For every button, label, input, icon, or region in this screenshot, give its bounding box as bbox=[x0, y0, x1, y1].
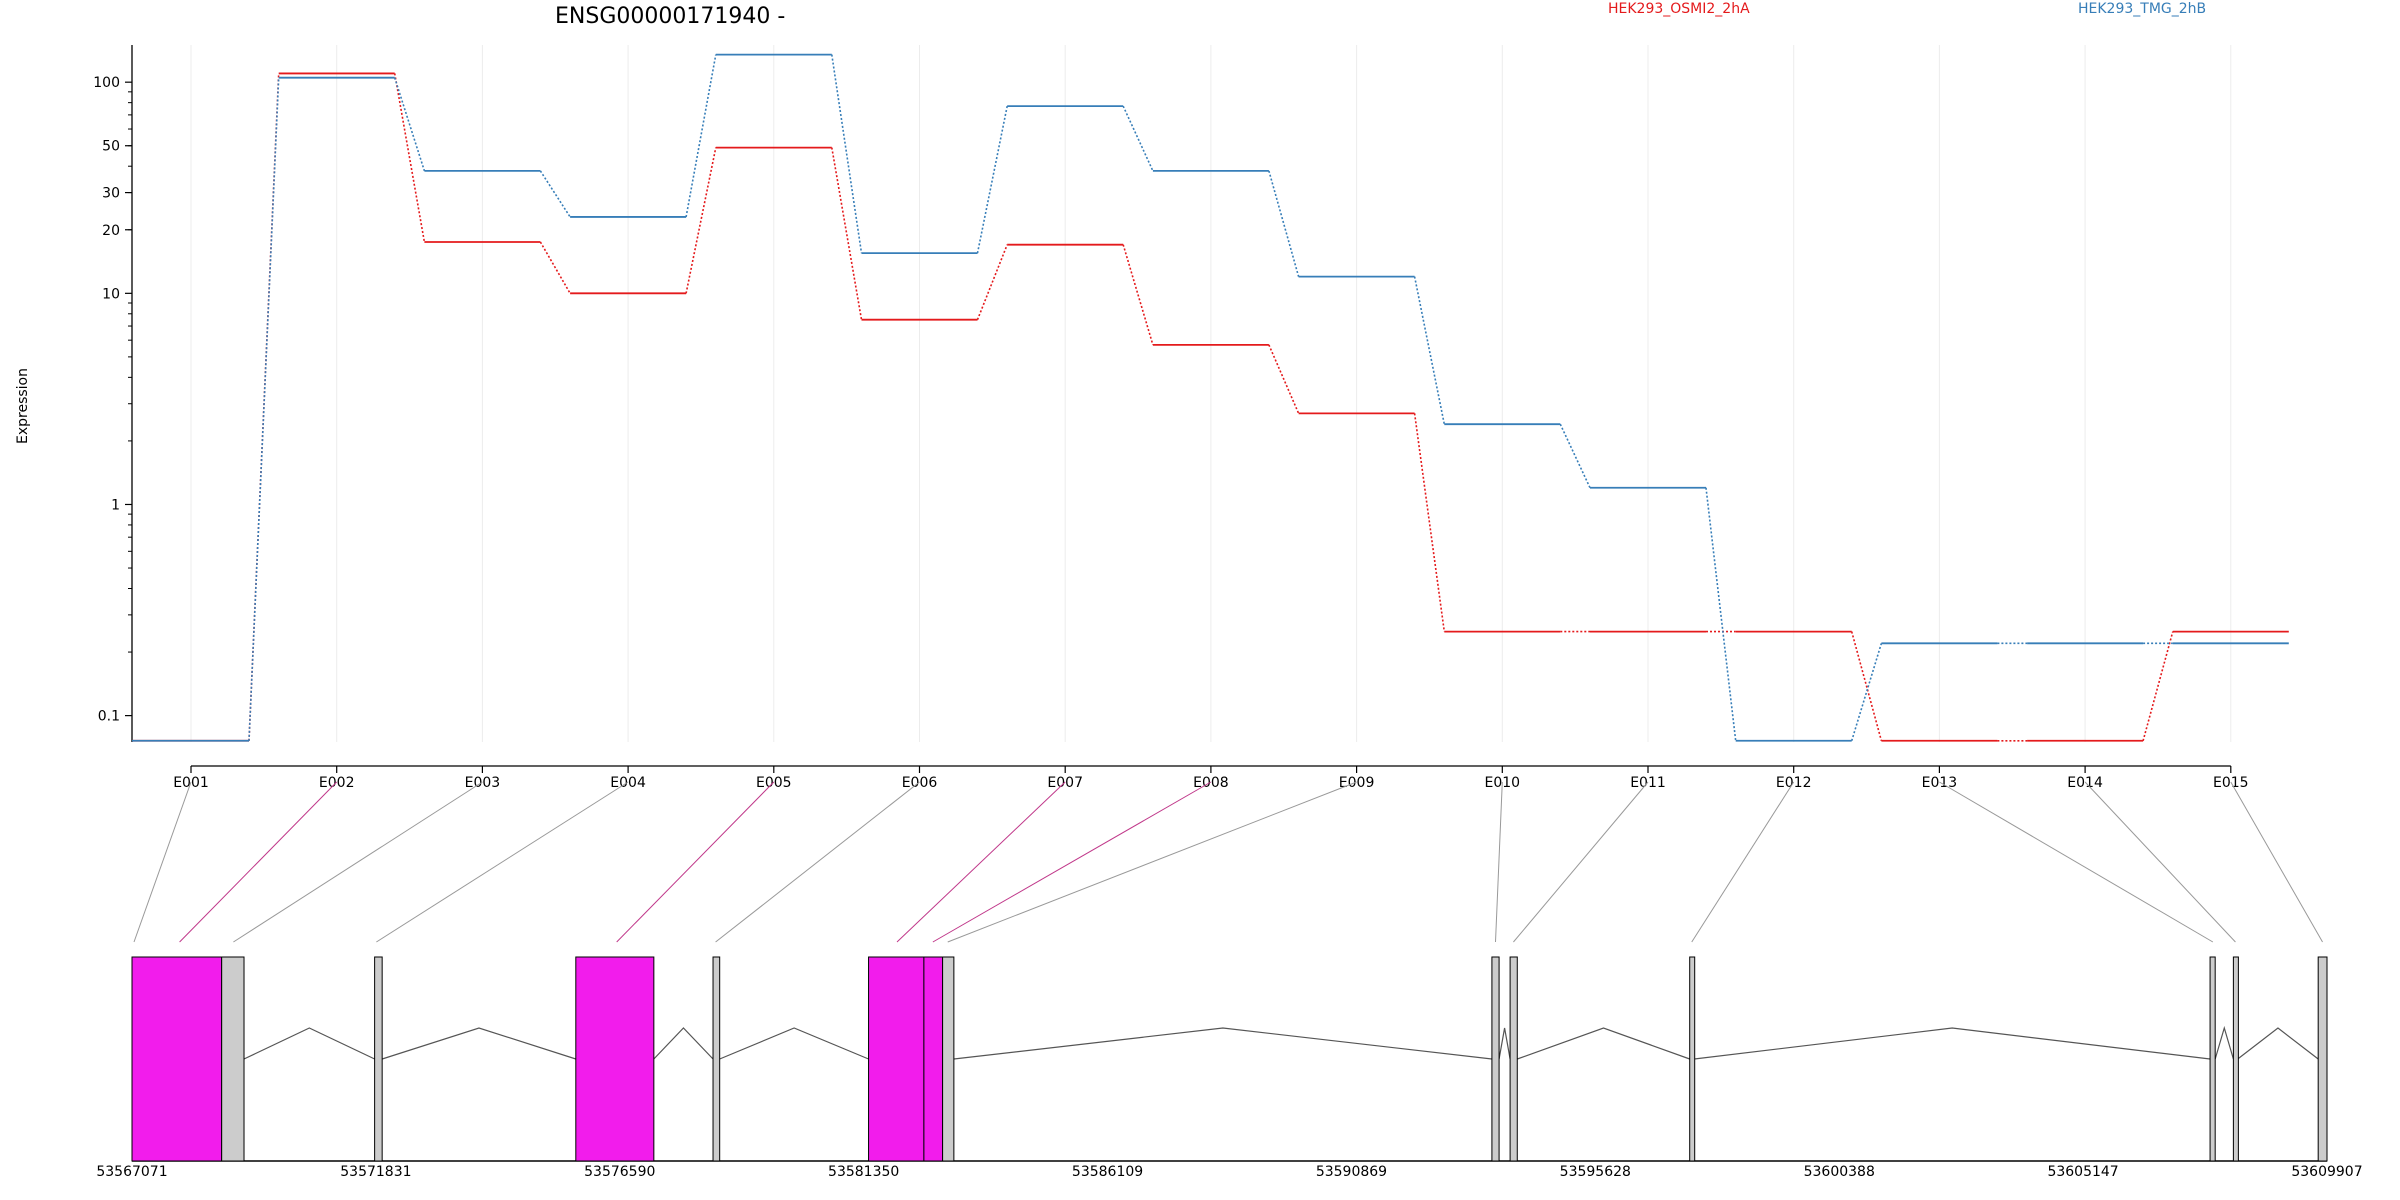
legend-entry-osmi: HEK293_OSMI2_2hA bbox=[1608, 1, 1750, 17]
connector-e011 bbox=[1513, 781, 1649, 943]
intron-3 bbox=[653, 1027, 714, 1060]
hek293-osmi2-2ha-transition-e006 bbox=[976, 244, 1008, 321]
hek293-tmg-2hb-transition-e007 bbox=[1122, 105, 1154, 172]
hek293-tmg-2hb-transition-e009 bbox=[1413, 276, 1446, 425]
coordinate-label-53571831: 53571831 bbox=[340, 1164, 411, 1180]
hek293-osmi2-2ha-transition-e014 bbox=[2142, 631, 2174, 741]
hek293-osmi2-2ha-transition-e008 bbox=[1268, 344, 1300, 414]
x-tick-label-e012: E012 bbox=[1776, 775, 1812, 791]
connector-e014 bbox=[2084, 781, 2236, 943]
gene-exon-7 bbox=[923, 956, 944, 1162]
hek293-tmg-2hb-transition-e006 bbox=[976, 105, 1008, 254]
coordinate-label-53609907: 53609907 bbox=[2291, 1164, 2362, 1180]
gene-exon-13 bbox=[2232, 956, 2239, 1162]
intron-9 bbox=[2214, 1025, 2234, 1060]
connector-e007 bbox=[896, 781, 1066, 943]
legend-entry-tmg: HEK293_TMG_2hB bbox=[2078, 1, 2206, 17]
x-tick-label-e007: E007 bbox=[1047, 775, 1083, 791]
x-tick-label-e005: E005 bbox=[756, 775, 792, 791]
coordinate-label-53567071: 53567071 bbox=[96, 1164, 167, 1180]
hek293-osmi2-2ha-transition-e005 bbox=[831, 147, 863, 320]
connector-e001 bbox=[133, 781, 192, 943]
connector-e003 bbox=[233, 781, 483, 943]
coordinate-label-53590869: 53590869 bbox=[1316, 1164, 1387, 1180]
hek293-tmg-2hb-transition-e002 bbox=[393, 77, 426, 172]
x-tick-label-e011: E011 bbox=[1630, 775, 1666, 791]
gene-exon-5 bbox=[712, 956, 721, 1162]
coordinate-label-53586109: 53586109 bbox=[1072, 1164, 1143, 1180]
hek293-tmg-2hb-transition-e005 bbox=[831, 54, 863, 254]
coordinate-label-53605147: 53605147 bbox=[2047, 1164, 2118, 1180]
intron-7 bbox=[1517, 1027, 1690, 1060]
hek293-osmi2-2ha-transition-e004 bbox=[685, 147, 717, 294]
hek293-osmi2-2ha-transition-e009 bbox=[1413, 413, 1446, 632]
gene-exon-1 bbox=[131, 956, 223, 1162]
y-tick-label-100: 100 bbox=[93, 75, 120, 91]
x-tick-label-e013: E013 bbox=[1922, 775, 1958, 791]
intron-4 bbox=[719, 1027, 869, 1060]
coordinate-label-53576590: 53576590 bbox=[584, 1164, 655, 1180]
x-tick-label-e014: E014 bbox=[2067, 775, 2103, 791]
intron-1 bbox=[243, 1027, 375, 1060]
hek293-tmg-2hb-transition-e012 bbox=[1850, 643, 1883, 742]
coordinate-label-53595628: 53595628 bbox=[1560, 1164, 1631, 1180]
hek293-osmi2-2ha-transition-e003 bbox=[539, 241, 571, 294]
connector-e008 bbox=[932, 781, 1212, 943]
y-tick-label-50: 50 bbox=[102, 139, 120, 155]
gene-exon-10 bbox=[1509, 956, 1518, 1162]
hek293-tmg-2hb-transition-e001 bbox=[248, 77, 280, 741]
y-tick-label-20: 20 bbox=[102, 223, 120, 239]
connector-e013 bbox=[1939, 781, 2214, 943]
connector-e005 bbox=[616, 781, 775, 943]
hek293-osmi2-2ha-transition-e012 bbox=[1850, 631, 1883, 741]
gene-exon-9 bbox=[1491, 956, 1500, 1162]
hek293-tmg-2hb-transition-e010 bbox=[1559, 423, 1591, 489]
intron-8 bbox=[1694, 1027, 2211, 1060]
intron-5 bbox=[953, 1027, 1492, 1060]
gene-exon-8 bbox=[942, 956, 955, 1162]
connector-e015 bbox=[2230, 781, 2323, 943]
intron-10 bbox=[2237, 1027, 2319, 1060]
x-tick-label-e003: E003 bbox=[465, 775, 501, 791]
connector-e004 bbox=[376, 781, 629, 943]
coordinate-label-53600388: 53600388 bbox=[1804, 1164, 1875, 1180]
hek293-tmg-2hb-transition-e008 bbox=[1268, 170, 1300, 277]
series-lines bbox=[132, 53, 2289, 742]
x-tick-label-e002: E002 bbox=[319, 775, 355, 791]
gene-exon-4 bbox=[575, 956, 655, 1162]
x-tick-label-e004: E004 bbox=[610, 775, 646, 791]
y-axis-label: Expression bbox=[15, 368, 31, 444]
hek293-tmg-2hb-transition-e003 bbox=[539, 170, 571, 218]
gene-exon-6 bbox=[868, 956, 925, 1162]
chart-title: ENSG00000171940 - bbox=[555, 4, 785, 29]
coordinate-label-53581350: 53581350 bbox=[828, 1164, 899, 1180]
intron-6 bbox=[1498, 1027, 1511, 1060]
y-tick-label-0.1: 0.1 bbox=[98, 709, 120, 725]
hek293-osmi2-2ha-transition-e002 bbox=[393, 73, 426, 243]
gene-exon-14 bbox=[2317, 956, 2328, 1162]
exon-connectors bbox=[133, 781, 2323, 943]
gene-exon-2 bbox=[221, 956, 245, 1162]
hek293-tmg-2hb-transition-e011 bbox=[1705, 487, 1737, 741]
connector-e002 bbox=[179, 781, 338, 943]
grid-lines bbox=[190, 45, 2232, 742]
x-tick-label-e009: E009 bbox=[1339, 775, 1375, 791]
connector-e009 bbox=[947, 781, 1357, 943]
y-tick-label-1: 1 bbox=[111, 497, 120, 513]
connector-e010 bbox=[1494, 781, 1503, 943]
gene-exon-12 bbox=[2209, 956, 2216, 1162]
y-tick-label-30: 30 bbox=[102, 186, 120, 202]
hek293-osmi2-2ha-transition-e007 bbox=[1122, 244, 1154, 346]
gene-exon-11 bbox=[1689, 956, 1696, 1162]
gene-model: 53567071 53571831 53576590 53581350 53586109… bbox=[96, 956, 2363, 1180]
connector-e012 bbox=[1691, 781, 1795, 943]
y-tick-label-10: 10 bbox=[102, 286, 120, 302]
hek293-tmg-2hb-transition-e004 bbox=[685, 54, 717, 218]
connector-e006 bbox=[715, 781, 920, 943]
x-tick-label-e006: E006 bbox=[902, 775, 938, 791]
gene-exon-3 bbox=[374, 956, 383, 1162]
intron-2 bbox=[381, 1027, 576, 1060]
